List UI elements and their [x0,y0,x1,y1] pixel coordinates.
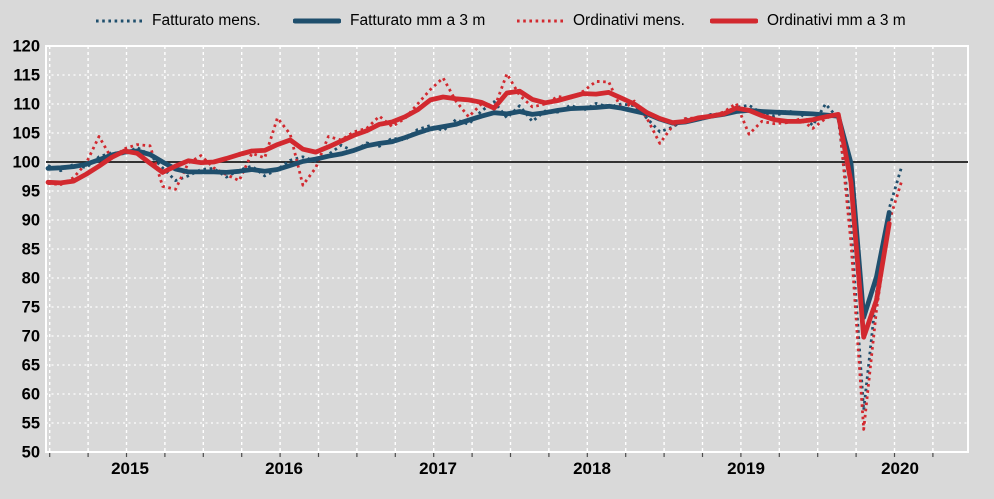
y-axis-tick-label: 100 [12,154,40,172]
y-axis-tick-label: 80 [22,270,40,288]
y-axis-tick-label: 55 [22,415,40,433]
y-axis-tick-label: 75 [22,299,40,317]
x-axis-year-label: 2020 [881,459,919,478]
series-line-fatturato_mens [47,100,904,412]
y-axis-tick-label: 110 [13,96,40,114]
legend-label: Ordinativi mm a 3 m [767,12,906,29]
x-axis-year-label: 2016 [265,459,303,478]
series-line-ordinativi_mens [47,72,904,431]
y-axis-tick-label: 95 [22,183,40,201]
legend-item-ordinativi-mens: Ordinativi mens. [516,8,685,34]
legend-label: Fatturato mm a 3 m [350,12,486,29]
plot-border [45,45,969,453]
legend: Fatturato mens. Fatturato mm a 3 m Ordin… [0,8,994,34]
x-axis-year-label: 2017 [419,459,457,478]
y-axis-tick-label: 120 [12,38,40,56]
y-axis-tick-label: 90 [22,212,40,230]
x-axis-year-label: 2018 [573,459,611,478]
solid-red-line-icon [710,18,758,24]
y-axis-tick-label: 50 [22,444,40,462]
y-axis-tick-label: 85 [22,241,40,259]
legend-label: Ordinativi mens. [573,12,685,29]
y-axis-tick-label: 70 [22,328,40,346]
x-axis-year-label: 2015 [111,459,149,478]
legend-label: Fatturato mens. [152,12,261,29]
legend-item-fatturato-mm3: Fatturato mm a 3 m [293,8,485,34]
y-axis-tick-label: 65 [22,357,40,375]
x-axis-year-label: 2019 [727,459,765,478]
dotted-blue-line-icon [96,19,142,23]
series-line-fatturato_mm3 [45,103,892,320]
dotted-red-line-icon [517,19,563,23]
legend-item-ordinativi-mm3: Ordinativi mm a 3 m [710,8,906,34]
y-axis-tick-label: 115 [13,67,40,85]
series-line-ordinativi_mm3 [45,88,892,340]
y-axis-tick-label: 105 [12,125,40,143]
y-axis-tick-label: 60 [22,386,40,404]
legend-item-fatturato-mens: Fatturato mens. [95,8,261,34]
solid-blue-line-icon [293,18,341,24]
